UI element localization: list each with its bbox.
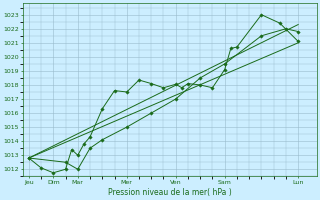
- X-axis label: Pression niveau de la mer( hPa ): Pression niveau de la mer( hPa ): [108, 188, 231, 197]
